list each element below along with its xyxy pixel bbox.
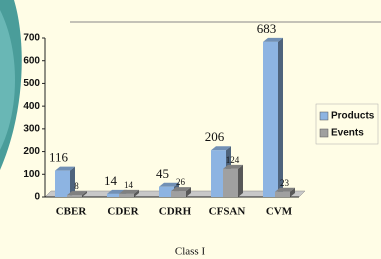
y-tick-label: 0 <box>34 192 40 203</box>
x-tick-label: CFSAN <box>209 206 246 218</box>
x-axis-title: Class I <box>175 246 206 258</box>
bar <box>67 195 82 197</box>
y-tick-label: 100 <box>23 169 40 180</box>
legend-swatch <box>320 112 328 120</box>
y-tick-label: 300 <box>23 123 40 134</box>
data-label: 683 <box>257 21 277 36</box>
x-tick-label: CVM <box>266 206 293 218</box>
y-tick-label: 500 <box>23 78 40 89</box>
legend-swatch <box>320 129 328 137</box>
bar <box>171 191 186 197</box>
data-label: 14 <box>124 180 134 190</box>
x-tick-label: CDRH <box>159 206 192 218</box>
bar <box>275 192 290 197</box>
bar <box>223 169 238 197</box>
chart: Class I 0 100 200 300 400 500 600 700 CBER 116 8 CD… <box>0 0 381 259</box>
bar <box>263 42 278 197</box>
y-tick-label: 200 <box>23 146 40 157</box>
data-label: 206 <box>205 129 225 144</box>
data-label: 14 <box>104 173 118 188</box>
data-label: 116 <box>49 150 69 165</box>
y-tick-label: 700 <box>23 33 40 44</box>
data-label: 45 <box>156 166 169 181</box>
x-tick-label: CBER <box>56 206 88 218</box>
data-label: 124 <box>226 155 240 165</box>
y-tick-label: 600 <box>23 55 40 66</box>
bar-side <box>278 38 283 197</box>
y-tick-label: 400 <box>23 101 40 112</box>
bar <box>119 194 134 197</box>
data-label: 8 <box>74 181 79 191</box>
legend-label: Products <box>331 111 375 122</box>
data-label: 23 <box>280 178 290 188</box>
bar-side <box>238 165 243 197</box>
bar <box>55 171 70 197</box>
x-tick-label: CDER <box>107 206 139 218</box>
data-label: 26 <box>176 177 186 187</box>
legend-label: Events <box>331 128 364 139</box>
